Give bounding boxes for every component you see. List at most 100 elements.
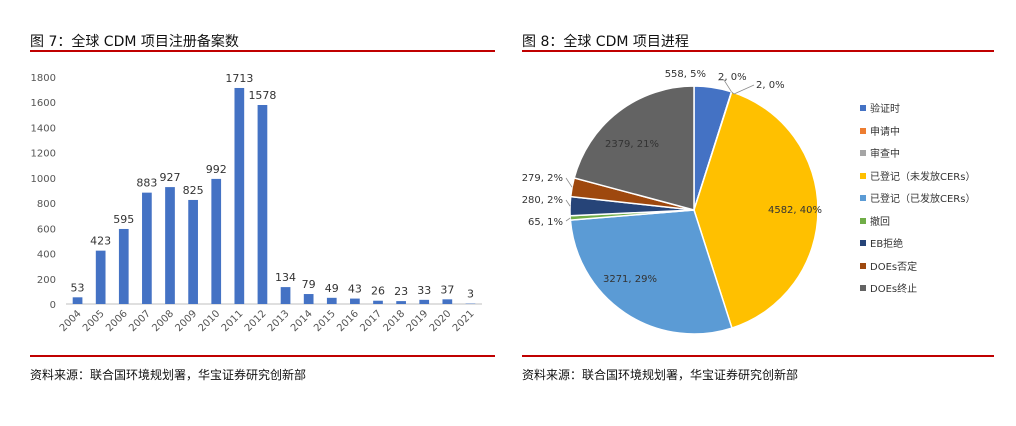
pie-slice-label: 558, 5% [665,69,706,80]
y-tick-label: 800 [37,199,56,210]
bar [303,294,314,304]
y-tick-label: 600 [37,224,56,235]
pie-leader-line [718,79,732,93]
legend-swatch [860,127,866,134]
figure-7-source: 资料来源：联合国环境规划署，华宝证券研究创新部 [30,368,307,382]
bar [396,301,406,304]
y-tick-label: 400 [37,250,56,261]
bar-value-label: 423 [90,235,111,248]
bar-value-label: 26 [371,285,385,298]
bar [442,299,453,304]
pie-leader-line [565,177,573,188]
y-tick-label: 1200 [31,149,56,160]
legend-item: 已登记（已发放CERs） [860,193,975,207]
legend-label: EB拒绝 [870,239,904,250]
bar-value-label: 79 [302,278,316,291]
bar [211,178,222,304]
figure-8-title: 图 8：全球 CDM 项目进程 [522,34,689,50]
figure-7-title: 图 7：全球 CDM 项目注册备案数 [30,34,239,50]
legend-label: 撤回 [870,216,890,228]
legend-item: DOEs终止 [860,283,917,297]
bar [280,287,291,304]
legend-label: 申请中 [870,126,900,138]
pie-slice-label: 4582, 40% [768,205,822,216]
x-tick-label: 2017 [358,308,384,334]
legend-swatch [860,172,866,179]
bar [142,192,152,304]
pie-slice [573,85,695,211]
bar-value-label: 595 [113,213,134,226]
bar-value-label: 3 [467,288,474,301]
bar-value-label: 927 [160,171,181,184]
x-tick-label: 2018 [381,308,407,334]
x-tick-label: 2006 [104,308,130,334]
x-tick-label: 2012 [243,308,269,334]
y-tick-label: 1000 [31,174,56,185]
x-tick-label: 2020 [428,308,454,334]
x-tick-label: 2019 [405,308,431,334]
bar [234,87,245,304]
legend-swatch [860,105,866,111]
legend-swatch [860,240,866,246]
legend-swatch [860,262,866,269]
pie-leader-line [565,217,571,222]
pie-slice-label: 3271, 29% [603,274,657,285]
legend-item: EB拒绝 [860,238,903,252]
bar [188,199,198,304]
legend-label: DOEs终止 [870,284,918,295]
bar-value-label: 33 [417,284,431,297]
bar-value-label: 134 [275,271,296,284]
legend-swatch [860,285,866,291]
pie-leader-line [565,199,571,207]
legend-item: 申请中 [860,126,900,140]
bar-value-label: 1713 [225,72,253,85]
bar-value-label: 825 [183,184,204,197]
bar [257,104,268,304]
bar [165,187,175,304]
figure-7-title-rule [30,50,495,52]
pie-slice [693,90,819,329]
y-tick-label: 200 [37,275,56,286]
legend-label: 审查中 [870,149,900,160]
bar [95,250,106,304]
x-tick-label: 2016 [335,308,361,334]
pie-slice-label: 65, 1% [528,217,563,228]
bar-value-label: 49 [325,282,339,295]
y-tick-label: 0 [50,300,56,311]
x-tick-label: 2014 [289,308,315,334]
pie-slice-label: 279, 2% [522,173,563,184]
legend-label: 已登记（未发放CERs） [870,171,976,183]
legend-item: 验证时 [860,103,900,117]
bar-value-label: 1578 [248,89,276,102]
x-tick-label: 2010 [197,308,223,334]
legend-label: 验证时 [870,104,900,115]
legend-label: 已登记（已发放CERs） [870,194,976,205]
y-tick-label: 1800 [31,73,56,84]
x-tick-label: 2007 [127,308,153,334]
pie-slice-label: 2, 0% [756,80,785,91]
pie-chart: 558, 5% 2, 0% 2, 0% 4582, 40% 3271, 29% 65, 1… [522,69,822,335]
bar [373,300,383,304]
x-tick-label: 2021 [451,308,477,334]
figure-7-source-rule [30,355,495,357]
x-tick-label: 2004 [58,308,84,334]
x-tick-label: 2013 [266,308,292,334]
bar [72,297,83,304]
x-tick-label: 2011 [220,308,246,334]
bar-value-label: 23 [394,285,408,298]
bar-value-label: 53 [71,281,85,294]
figure-8-source: 资料来源：联合国环境规划署，华宝证券研究创新部 [522,368,799,382]
bar [118,228,129,304]
y-tick-label: 1600 [31,98,56,109]
pie-slice-label: 280, 2% [522,195,563,206]
pie-leader-line [731,84,755,95]
x-tick-label: 2009 [173,308,199,334]
legend-label: DOEs否定 [870,261,918,273]
figure-7-panel: 图 7：全球 CDM 项目注册备案数 0 200 400 600 800 1000 1200… [0,0,500,426]
x-tick-label: 2005 [81,308,107,334]
legend-swatch [860,150,866,156]
bar-value-label: 37 [440,283,454,296]
figure-8-source-rule [522,355,994,357]
bar [350,298,360,304]
figure-8-title-rule [522,50,994,52]
